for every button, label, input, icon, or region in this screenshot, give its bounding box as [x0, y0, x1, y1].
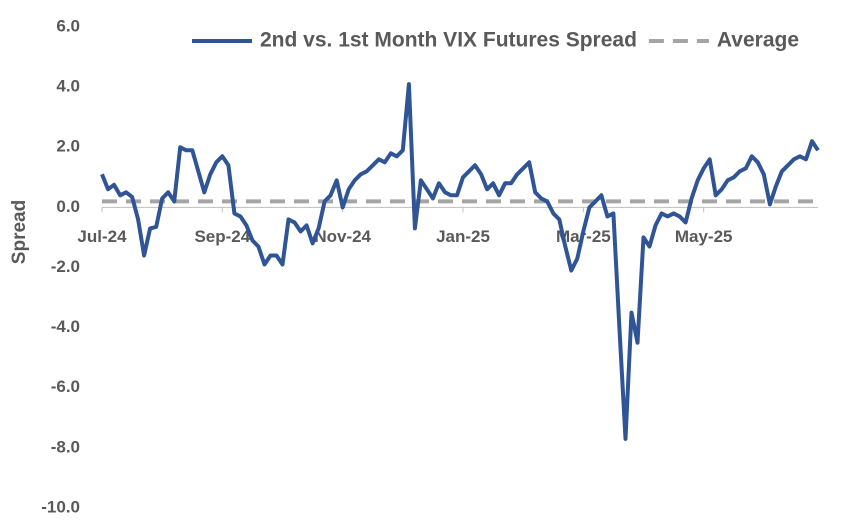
y-tick-label: -4.0 [51, 317, 80, 336]
y-axis-label: Spread [9, 200, 30, 264]
data-line [100, 82, 820, 441]
x-tick-label: Jul-24 [77, 227, 127, 246]
x-tick-label: Jan-25 [436, 227, 490, 246]
legend-label: 2nd vs. 1st Month VIX Futures Spread [260, 29, 637, 52]
x-tick-label: May-25 [675, 227, 733, 246]
x-tick-label: Sep-24 [194, 227, 250, 246]
y-tick-label: -6.0 [51, 377, 80, 396]
y-tick-label: 4.0 [56, 77, 80, 96]
y-tick-label: -2.0 [51, 257, 80, 276]
x-tick-label: Nov-24 [314, 227, 371, 246]
y-tick-label: -8.0 [51, 437, 80, 456]
y-tick-label: 0.0 [56, 197, 80, 216]
y-tick-label: 6.0 [56, 16, 80, 35]
y-tick-label: -10.0 [41, 497, 80, 516]
y-tick-label: 2.0 [56, 137, 80, 156]
legend-label: Average [717, 29, 799, 52]
